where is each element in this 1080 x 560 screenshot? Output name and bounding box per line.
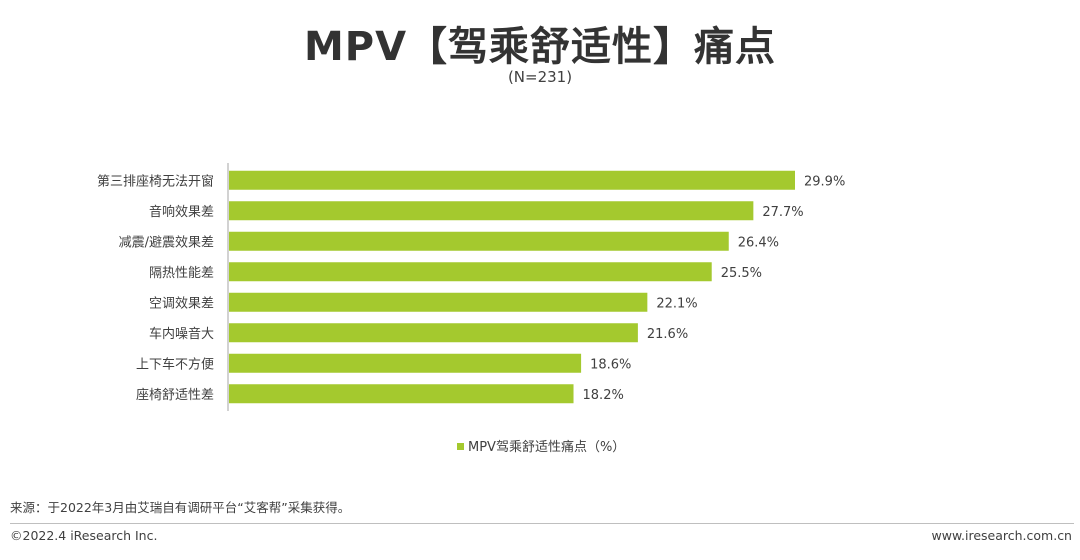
- source-note: 来源：于2022年3月由艾瑞自有调研平台“艾客帮”采集获得。: [10, 500, 351, 515]
- category-label: 座椅舒适性差: [136, 388, 214, 403]
- copyright-text: ©2022.4 iResearch Inc.: [10, 528, 158, 543]
- bar: [229, 323, 638, 343]
- category-label: 音响效果差: [149, 204, 214, 220]
- bar: [229, 262, 712, 282]
- bar: [229, 384, 574, 404]
- page-subtitle: (N=231): [507, 68, 573, 86]
- bar: [229, 201, 754, 221]
- data-label: 26.4%: [738, 235, 779, 250]
- footer-divider: [10, 523, 1074, 524]
- data-label: 27.7%: [762, 205, 803, 220]
- bar: [229, 353, 582, 373]
- category-label: 隔热性能差: [149, 266, 214, 281]
- data-label: 22.1%: [656, 296, 697, 311]
- category-label: 上下车不方便: [136, 356, 214, 372]
- data-label: 18.2%: [583, 388, 624, 403]
- category-label: 减震/避震效果差: [119, 235, 214, 250]
- data-label: 29.9%: [804, 174, 845, 189]
- website-link[interactable]: www.iresearch.com.cn: [931, 528, 1073, 543]
- data-label: 25.5%: [721, 266, 762, 281]
- bar: [229, 292, 648, 312]
- bar-chart: 第三排座椅无法开窗 29.9% 音响效果差 27.7% 减震/避震效果差 26.4% 隔热性…: [97, 163, 845, 455]
- category-label: 空调效果差: [149, 296, 214, 311]
- bar: [229, 170, 795, 190]
- legend-swatch: [457, 443, 464, 450]
- data-label: 18.6%: [590, 357, 631, 372]
- data-label: 21.6%: [647, 327, 688, 342]
- bar: [229, 231, 729, 251]
- category-label: 车内噪音大: [149, 326, 214, 342]
- legend-label: MPV驾乘舒适性痛点（%）: [468, 439, 625, 455]
- page-title: MPV【驾乘舒适性】痛点: [303, 24, 777, 70]
- category-label: 第三排座椅无法开窗: [97, 173, 214, 189]
